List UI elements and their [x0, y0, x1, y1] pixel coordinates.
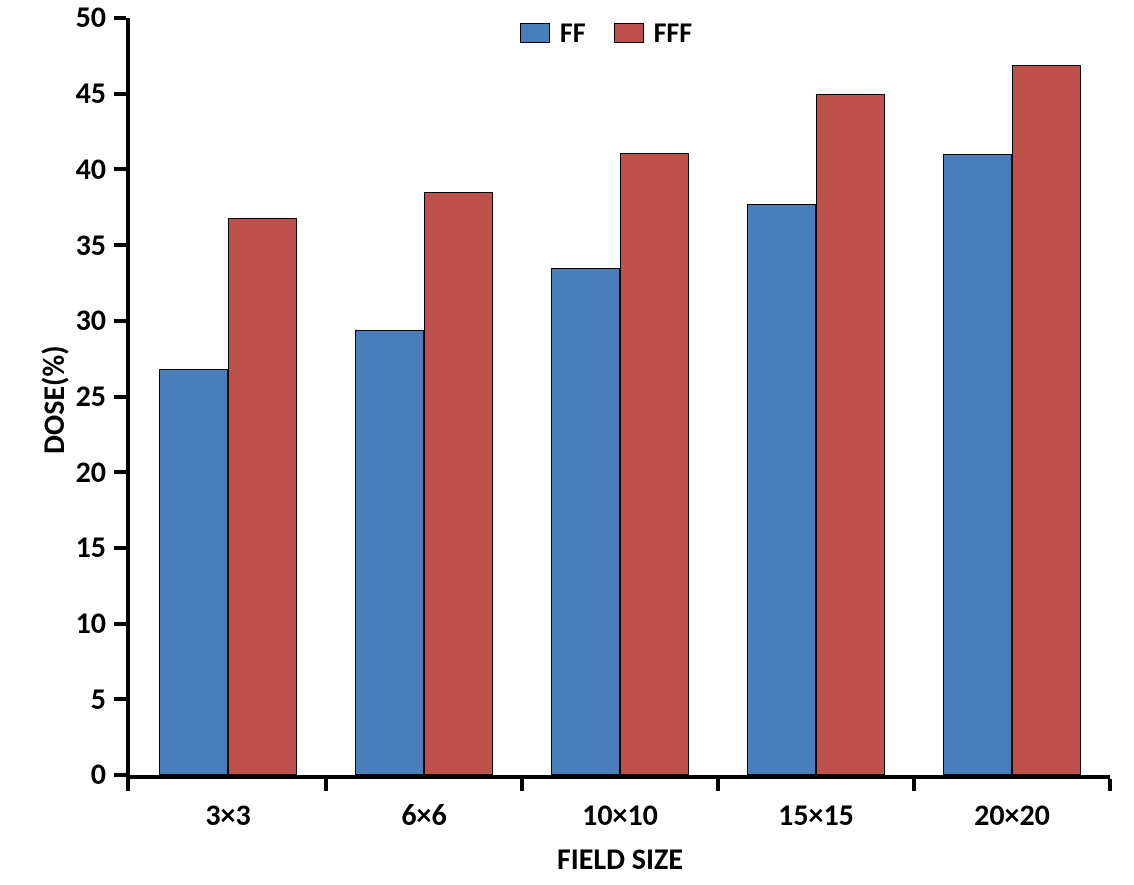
legend-swatch — [614, 23, 644, 43]
x-axis-title: FIELD SIZE — [130, 841, 1110, 878]
y-tick-label: 15 — [76, 529, 106, 566]
x-tick — [324, 779, 328, 791]
x-tick-label: 6×6 — [364, 797, 484, 834]
y-tick — [114, 470, 126, 474]
y-axis-line — [126, 18, 130, 775]
legend: FFFFF — [0, 15, 1134, 50]
y-tick — [114, 243, 126, 247]
x-tick-label: 3×3 — [168, 797, 288, 834]
legend-swatch — [520, 23, 550, 43]
bar — [159, 369, 228, 775]
legend-item: FFF — [614, 15, 693, 50]
bar — [228, 218, 297, 775]
x-tick — [520, 779, 524, 791]
bar — [551, 268, 620, 775]
x-tick-label: 10×10 — [560, 797, 680, 834]
legend-label: FF — [560, 15, 586, 50]
y-tick-label: 0 — [91, 756, 106, 793]
legend-item: FF — [520, 15, 586, 50]
bar — [620, 153, 689, 775]
y-tick — [114, 395, 126, 399]
bar — [424, 192, 493, 775]
y-tick-label: 40 — [76, 151, 106, 188]
y-tick-label: 20 — [76, 454, 106, 491]
bar — [355, 330, 424, 775]
y-tick — [114, 319, 126, 323]
dose-vs-field-size-chart: 05101520253035404550 3×36×610×1015×1520×… — [0, 0, 1134, 885]
x-tick — [1108, 779, 1112, 791]
x-tick — [716, 779, 720, 791]
y-tick — [114, 92, 126, 96]
x-tick — [912, 779, 916, 791]
y-tick-label: 10 — [76, 605, 106, 642]
legend-label: FFF — [654, 15, 693, 50]
bar — [747, 204, 816, 775]
bar — [1012, 65, 1081, 775]
x-tick-label: 20×20 — [952, 797, 1072, 834]
x-tick — [126, 779, 130, 791]
y-tick-label: 45 — [76, 75, 106, 112]
y-tick — [114, 697, 126, 701]
y-tick-label: 5 — [91, 681, 106, 718]
y-tick — [114, 167, 126, 171]
y-tick — [114, 773, 126, 777]
y-tick-label: 25 — [76, 378, 106, 415]
y-tick-label: 30 — [76, 302, 106, 339]
y-tick-label: 35 — [76, 227, 106, 264]
y-tick — [114, 546, 126, 550]
bar — [816, 94, 885, 775]
bar — [943, 154, 1012, 775]
x-tick-label: 15×15 — [756, 797, 876, 834]
y-tick — [114, 622, 126, 626]
y-axis-title: DOSE(%) — [36, 346, 73, 455]
x-axis-line — [126, 775, 1110, 779]
